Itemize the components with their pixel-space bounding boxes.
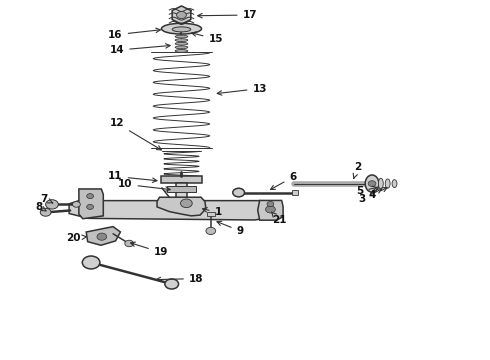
Circle shape [97,233,107,240]
Text: 16: 16 [108,28,160,40]
Circle shape [267,202,274,207]
Circle shape [266,206,275,213]
Text: 8: 8 [35,202,46,212]
Text: 2: 2 [353,162,361,178]
Ellipse shape [172,27,191,32]
Ellipse shape [175,49,188,52]
Ellipse shape [175,35,188,38]
Polygon shape [69,201,274,220]
Text: 17: 17 [198,10,257,20]
Ellipse shape [378,178,383,189]
FancyBboxPatch shape [176,183,187,198]
Circle shape [206,227,216,234]
Ellipse shape [392,180,397,188]
Circle shape [368,181,376,186]
Ellipse shape [365,175,379,192]
Text: 6: 6 [270,172,296,189]
Circle shape [87,194,94,199]
Text: 5: 5 [356,186,377,197]
Polygon shape [79,189,103,219]
Text: 20: 20 [66,233,87,243]
Text: 7: 7 [40,194,53,204]
Polygon shape [86,226,121,245]
Text: 19: 19 [131,242,168,257]
Circle shape [87,204,94,210]
Ellipse shape [175,46,188,49]
Ellipse shape [385,179,390,188]
Text: 12: 12 [110,118,161,150]
Text: 11: 11 [108,171,157,183]
FancyBboxPatch shape [292,190,298,195]
Polygon shape [157,197,206,216]
Circle shape [73,202,80,207]
Text: 21: 21 [271,212,287,225]
Text: 3: 3 [359,189,382,204]
Text: 14: 14 [110,44,170,55]
FancyBboxPatch shape [167,186,196,192]
Circle shape [165,279,178,289]
Text: 9: 9 [217,221,244,236]
Text: 15: 15 [192,32,223,44]
Circle shape [176,12,186,19]
Ellipse shape [161,23,201,34]
Text: 4: 4 [368,188,387,201]
Text: 1: 1 [202,207,222,217]
Text: 13: 13 [217,84,267,95]
Text: 18: 18 [156,274,203,284]
Circle shape [233,188,245,197]
Circle shape [180,199,192,208]
FancyBboxPatch shape [207,212,215,216]
Ellipse shape [175,39,188,41]
Ellipse shape [175,42,188,45]
FancyBboxPatch shape [161,176,202,183]
Polygon shape [258,201,283,220]
Circle shape [125,240,134,247]
Circle shape [46,200,58,209]
Polygon shape [172,6,191,24]
Text: 10: 10 [118,179,170,191]
Circle shape [82,256,100,269]
Circle shape [40,208,51,216]
